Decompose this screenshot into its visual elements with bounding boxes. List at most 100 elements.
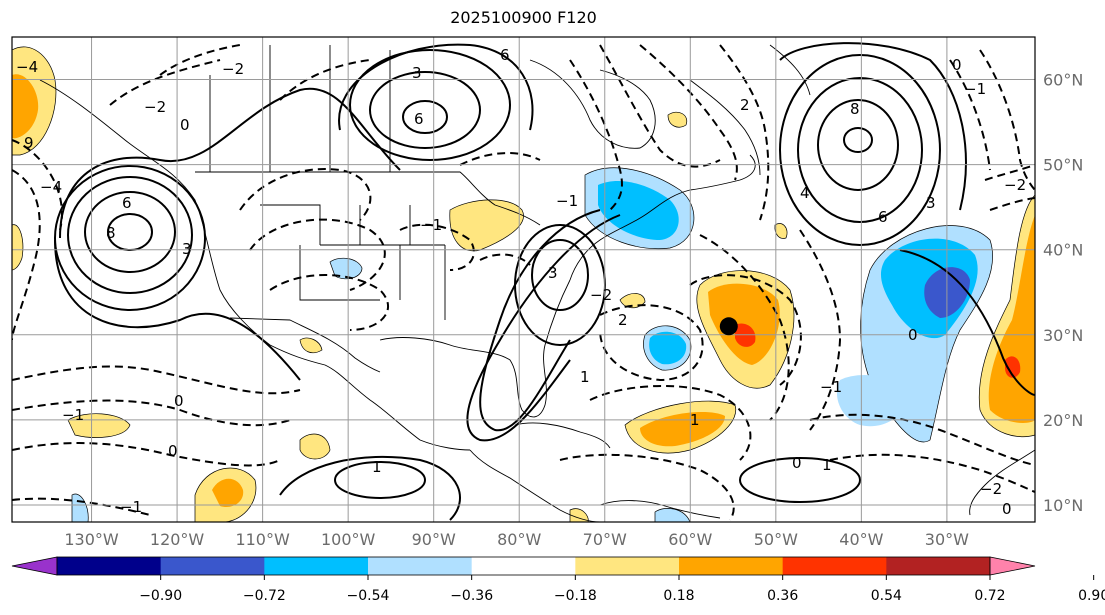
contour-high-west [54, 239, 301, 381]
contour-label: 6 [500, 46, 510, 64]
contour-label: 6 [122, 194, 132, 212]
shade-region [299, 337, 323, 354]
contour-label: −2 [222, 60, 244, 78]
latitude-label: 40°N [1043, 241, 1083, 260]
border-us-canada [195, 171, 541, 226]
contour-label: −2 [1004, 176, 1026, 194]
map-title: 2025100900 F120 [450, 8, 597, 27]
map-content: 9 6 3 0 −1 −2 −4 8 6 3 0 1 −1 −2 3 8 6 4… [12, 37, 1035, 522]
longitude-label: 50°W [754, 530, 798, 549]
contour-negative [12, 139, 63, 231]
latitude-label: 20°N [1043, 411, 1083, 430]
colorbar-tick-label: 0.36 [767, 588, 798, 604]
contour-label: 3 [412, 64, 422, 82]
contour-negative [269, 274, 390, 331]
contour-high-north [402, 100, 448, 134]
coastlines [39, 44, 1035, 522]
contour-negative [159, 44, 241, 76]
latitude-labels: 60°N 50°N 40°N 30°N 20°N 10°N [1043, 71, 1083, 515]
colorbar-tick-label: −0.18 [554, 588, 597, 604]
contour-high-west [84, 191, 176, 273]
map-frame [11, 36, 1036, 523]
coastline-iberia-africa [969, 449, 1035, 516]
colorbar-frame [56, 556, 991, 576]
shade-region [598, 180, 679, 240]
shade-region [988, 215, 1035, 423]
colorbar-tick-label: 0.54 [871, 588, 902, 604]
contour-negative [399, 223, 475, 271]
colorbar-segment [57, 557, 162, 575]
colorbar-tick-label: 0.72 [974, 588, 1005, 604]
contour-negative [699, 234, 790, 421]
colorbar-tick-label: 0.90 [1078, 588, 1105, 604]
coastline-labrador [689, 79, 761, 176]
contour-label: 6 [878, 208, 888, 226]
longitude-label: 70°W [583, 530, 627, 549]
contour-label: −4 [16, 58, 38, 76]
contour-negative [249, 218, 386, 291]
contour-negative [809, 413, 1035, 466]
contour-negative [949, 59, 991, 171]
contour-high-atlantic [843, 127, 873, 153]
contour-label: 1 [822, 456, 832, 474]
colorbar-segment [471, 557, 576, 575]
contour-label: 0 [174, 392, 184, 410]
shade-region [640, 412, 725, 447]
latitude-label: 10°N [1043, 496, 1083, 515]
contour-south [739, 457, 861, 503]
longitude-label: 60°W [668, 530, 712, 549]
contour-high-atlantic [899, 249, 1035, 396]
contour-labels: 9 6 3 0 −1 −2 −4 8 6 3 0 1 −1 −2 3 8 6 4… [16, 46, 1026, 518]
colorbar-tick-label: −0.72 [243, 588, 286, 604]
shade-region [212, 478, 244, 508]
coastline-hudson [529, 59, 656, 149]
colorbar: −0.90 −0.72 −0.54 −0.36 −0.18 0.18 0.36 0.54 0.7… [11, 556, 1105, 604]
longitude-label: 90°W [412, 530, 456, 549]
contour-label: 1 [690, 411, 700, 429]
shade-region [1005, 356, 1021, 378]
contour-label: −1 [420, 216, 442, 234]
latitude-label: 50°N [1043, 156, 1083, 175]
colorbar-segment [264, 557, 369, 575]
shade-region [667, 111, 688, 128]
longitude-label: 40°W [839, 530, 883, 549]
coastline-cuba [514, 422, 611, 449]
contour-label: 6 [414, 110, 424, 128]
contour-label: 3 [548, 264, 558, 282]
contour-high-atlantic [779, 54, 941, 246]
shade-region [836, 375, 905, 427]
shade-region [299, 433, 331, 460]
colorbar-segment [782, 557, 887, 575]
shade-region [649, 331, 687, 365]
contour-label: 2 [618, 311, 628, 329]
colorbar-segment [575, 557, 680, 575]
shade-region [12, 74, 39, 139]
contour-negative [279, 59, 371, 101]
contour-negative [459, 152, 541, 166]
colorbar-segment [886, 557, 991, 575]
contour-label: 1 [580, 368, 590, 386]
shade-region [654, 508, 691, 522]
contour-high-gulf [531, 239, 589, 311]
contour-high-west [54, 165, 206, 311]
shade-region [329, 257, 363, 280]
contour-label: 0 [180, 116, 190, 134]
contour-label: −2 [590, 286, 612, 304]
shade-region [12, 224, 24, 271]
coastline-south-america [599, 500, 721, 519]
contour-label: −1 [964, 80, 986, 98]
longitude-label: 30°W [925, 530, 969, 549]
latitude-label: 60°N [1043, 71, 1083, 90]
state-lines [260, 204, 446, 320]
contour-negative [12, 399, 291, 427]
contour-label: −2 [144, 98, 166, 116]
contour-label: 0 [792, 454, 802, 472]
contour-label: 0 [1002, 500, 1012, 518]
contour-negative [12, 442, 281, 467]
coastline-north-america-west [39, 79, 471, 451]
contour-label: −1 [556, 192, 578, 210]
contour-negative [589, 384, 752, 461]
map-background [12, 37, 1035, 522]
contour-label: −1 [120, 498, 142, 516]
contour-negative [989, 197, 1035, 211]
